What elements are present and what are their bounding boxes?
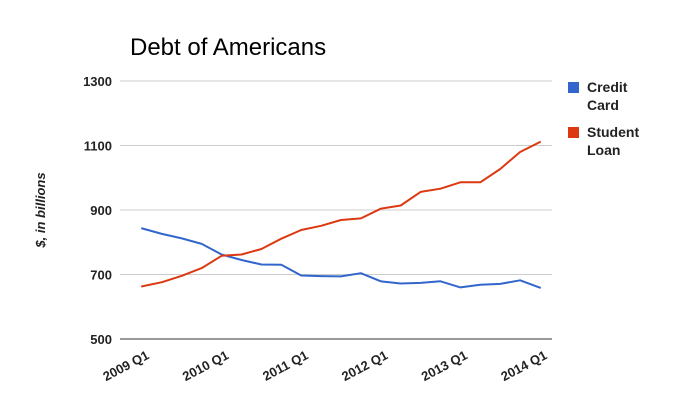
x-tick-labels: 2009 Q1 2010 Q1 2011 Q1 2012 Q1 2013 Q1 2014 … bbox=[100, 347, 549, 384]
x-tick-label: 2012 Q1 bbox=[339, 347, 390, 384]
y-tick-labels: 500 700 900 1100 1300 bbox=[83, 74, 112, 347]
series-line-credit-card bbox=[141, 227, 541, 289]
legend-swatch bbox=[568, 127, 579, 138]
y-tick-label: 700 bbox=[90, 268, 112, 283]
series-lines bbox=[141, 141, 541, 289]
x-tick-label: 2009 Q1 bbox=[100, 347, 151, 384]
x-tick-label: 2010 Q1 bbox=[180, 347, 231, 384]
chart-title: Debt of Americans bbox=[130, 34, 326, 61]
x-tick-label: 2014 Q1 bbox=[498, 347, 549, 384]
y-tick-label: 500 bbox=[90, 332, 112, 347]
y-tick-label: 1300 bbox=[83, 74, 112, 89]
legend-label: Student Loan bbox=[587, 124, 639, 158]
gridlines bbox=[120, 80, 552, 340]
y-tick-label: 1100 bbox=[84, 139, 112, 154]
y-tick-label: 900 bbox=[90, 203, 112, 218]
legend: Credit Card Student Loan bbox=[568, 79, 639, 158]
legend-label: Credit Card bbox=[587, 79, 628, 113]
y-axis-label: $, in billions bbox=[33, 172, 48, 248]
x-tick-label: 2011 Q1 bbox=[260, 347, 310, 383]
x-tick-label: 2013 Q1 bbox=[419, 347, 470, 384]
series-line-student-loan bbox=[141, 141, 541, 288]
legend-swatch bbox=[568, 82, 579, 93]
